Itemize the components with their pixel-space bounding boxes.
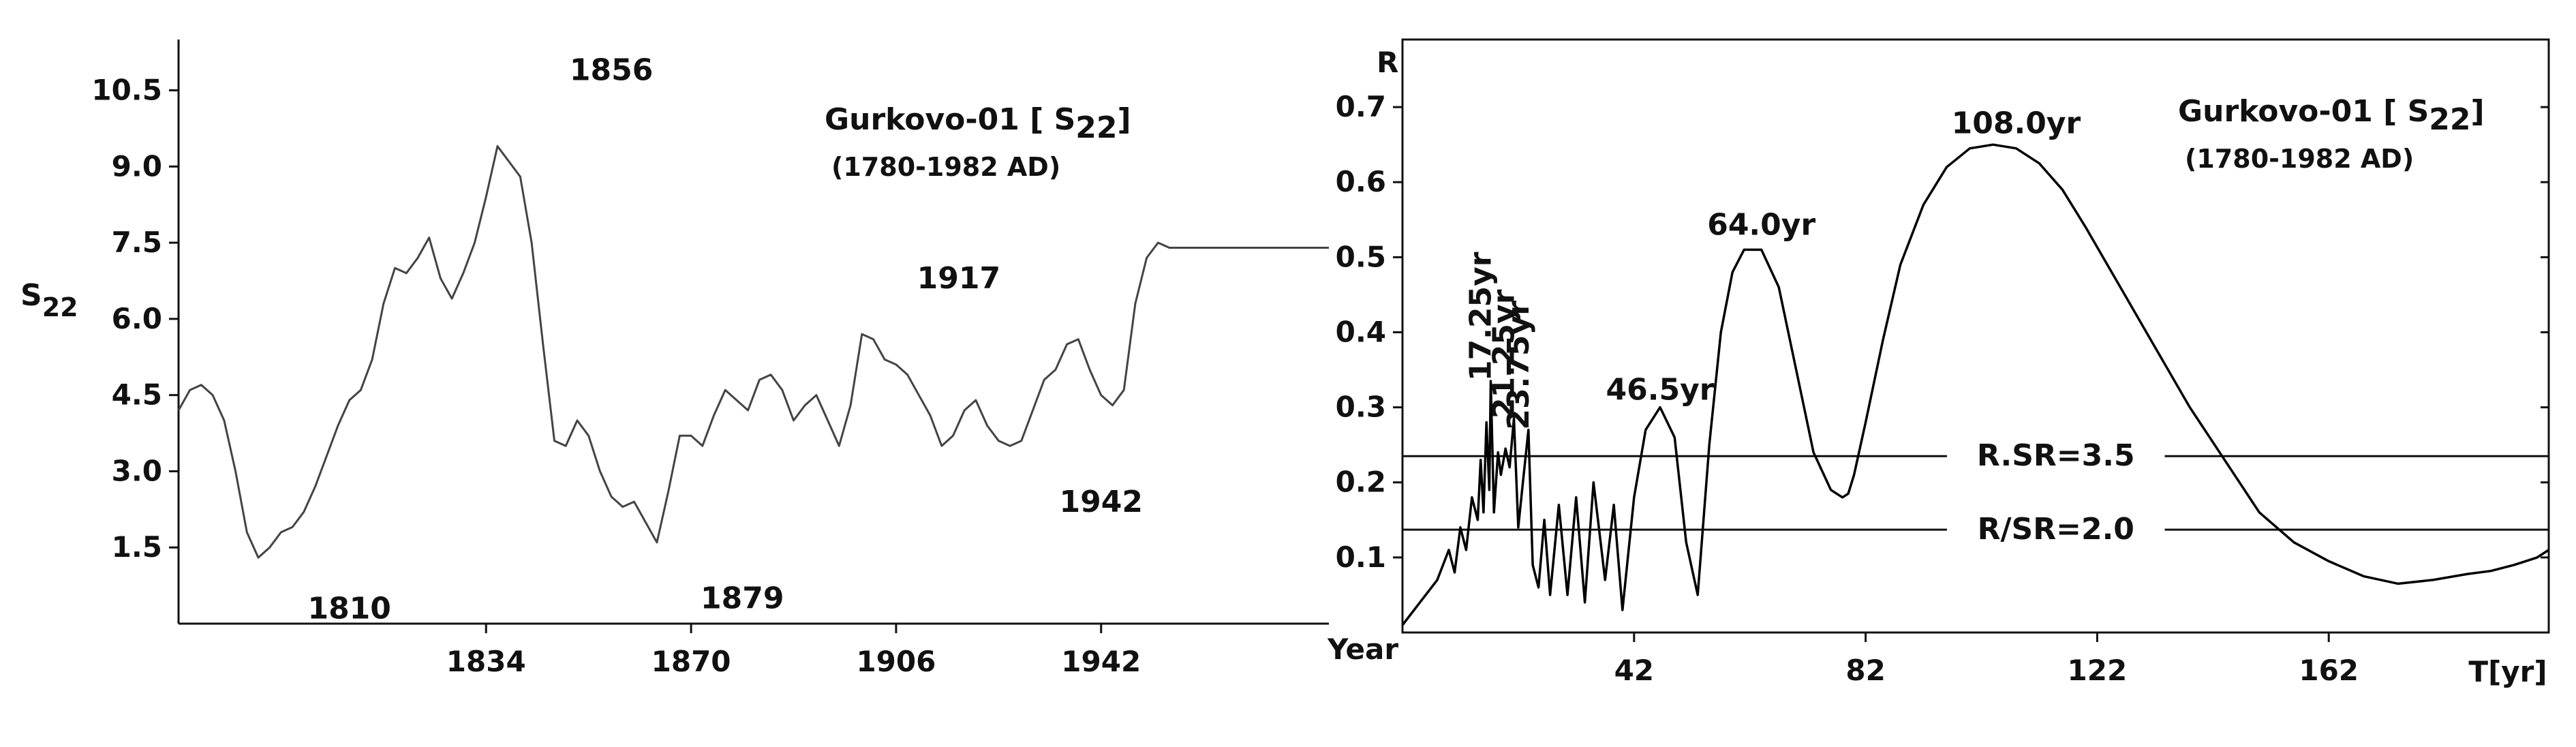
series-line (177, 145, 1329, 559)
y-tick-label: 0.6 (1336, 165, 1386, 198)
s22-time-series-chart: 1.5 3.0 4.5 6.0 7.5 9.0 10.5 1834 1870 1906 1942 Ye… (20, 40, 1398, 678)
peak-annotation: 21.25yr (1487, 289, 1522, 418)
y-tick-label: 10.5 (91, 74, 162, 107)
peak-annotation: 17.25yr (1464, 251, 1499, 381)
x-tick-label: 1942 (1061, 645, 1141, 678)
y-tick-label: 0.5 (1336, 240, 1386, 273)
x-tick-label: 1906 (856, 645, 936, 678)
y-tick-label: 9.0 (112, 149, 162, 183)
plot-frame (1401, 38, 2550, 634)
x-tick-label: 122 (2068, 654, 2128, 687)
series-line (1401, 143, 2549, 626)
peak-annotation: 1856 (570, 53, 653, 88)
y-tick-label: 4.5 (112, 378, 162, 412)
y-axis-label: R (1377, 46, 1398, 79)
y-axis-label-subscript: 22 (42, 292, 78, 322)
x-axis-label: T[yr] (2468, 655, 2547, 688)
chart-title-bracket: ] (2471, 94, 2485, 129)
reference-line-label: R/SR=2.0 (1978, 512, 2134, 547)
peak-annotation: 46.5yr (1606, 373, 1715, 408)
y-axis-label: S22 (20, 278, 78, 322)
chart-title-bracket: ] (1118, 102, 1131, 137)
peak-annotation: 23.75yr (1501, 301, 1536, 430)
x-tick-label: 162 (2299, 654, 2359, 687)
chart-title-subscript: 22 (2429, 102, 2470, 137)
x-tick-label: 82 (1845, 654, 1885, 687)
chart-title-subscript: 22 (1075, 110, 1117, 145)
x-tick-label: 1870 (651, 645, 731, 678)
peak-annotation: 1942 (1060, 485, 1143, 519)
peak-annotation: 64.0yr (1707, 207, 1815, 242)
y-tick-label: 3.0 (112, 454, 162, 487)
peak-annotation: 1917 (917, 261, 1000, 296)
chart-subtitle: (1780-1982 AD) (831, 152, 1060, 182)
peak-annotation: 108.0yr (1952, 106, 2081, 141)
r-spectrum-chart: 0.1 0.2 0.3 0.4 0.5 0.6 0.7 42 82 122 162 T[yr] R R.S… (1336, 38, 2550, 688)
y-tick-label: 0.1 (1336, 540, 1386, 574)
y-tick-label: 0.3 (1336, 391, 1386, 424)
x-tick-label: 1834 (446, 645, 526, 678)
y-tick-label: 1.5 (112, 530, 162, 564)
y-tick-label: 0.4 (1336, 315, 1386, 348)
x-tick-label: 42 (1614, 654, 1654, 687)
reference-line-label: R.SR=3.5 (1977, 438, 2135, 473)
y-tick-label: 6.0 (112, 302, 162, 335)
chart-subtitle: (1780-1982 AD) (2185, 144, 2414, 174)
chart-title: Gurkovo-01 [ S22] (825, 102, 1131, 145)
peak-annotation: 1879 (701, 581, 784, 616)
x-axis-label: Year (1327, 632, 1398, 666)
peak-annotation: 1810 (307, 592, 390, 626)
chart-title: Gurkovo-01 [ S22] (2178, 94, 2485, 137)
y-tick-label: 0.7 (1336, 90, 1386, 123)
y-tick-label: 7.5 (112, 226, 162, 259)
y-tick-label: 0.2 (1336, 466, 1386, 499)
